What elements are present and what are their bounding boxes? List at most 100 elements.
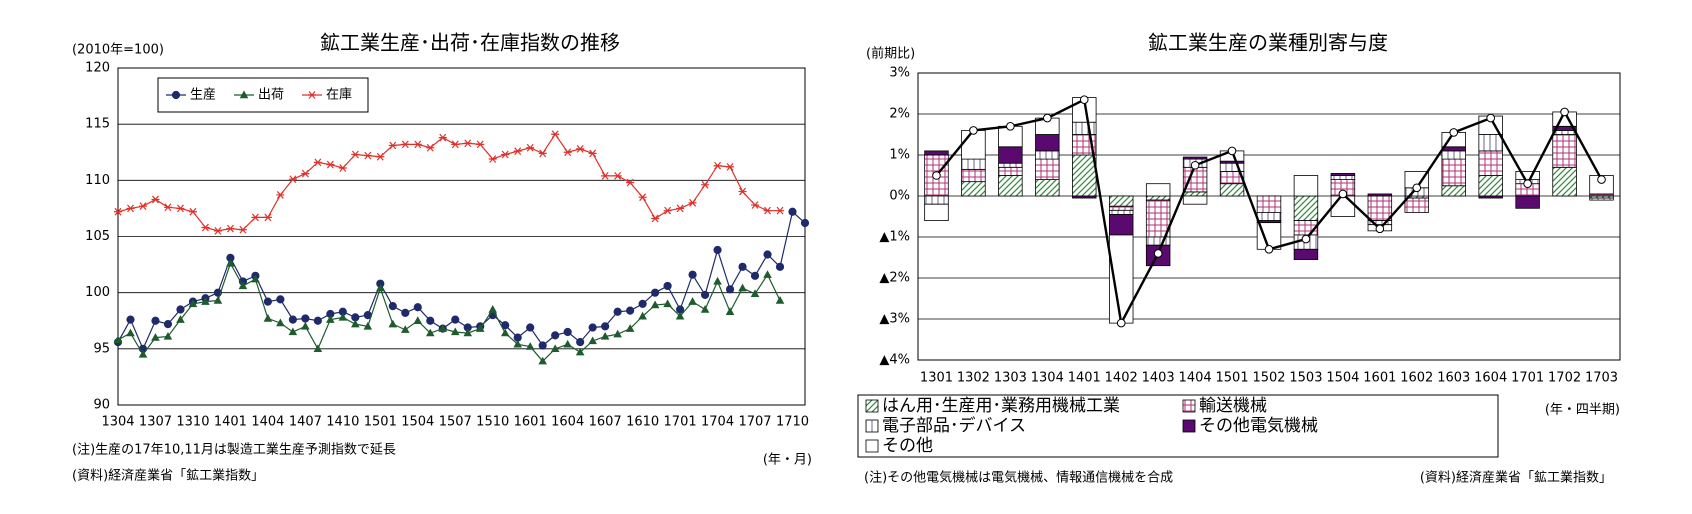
point bbox=[276, 295, 285, 304]
point bbox=[738, 262, 747, 271]
legend-label: その他 bbox=[882, 436, 933, 456]
point bbox=[526, 143, 535, 152]
point bbox=[576, 144, 585, 153]
point bbox=[788, 207, 797, 216]
bar-segment bbox=[1035, 179, 1060, 197]
point bbox=[638, 299, 647, 308]
point bbox=[188, 207, 197, 216]
y-tick-label: 0% bbox=[889, 189, 910, 204]
bar-segment bbox=[1145, 195, 1171, 201]
x-tick-label: 1301 bbox=[920, 371, 953, 386]
point bbox=[263, 314, 273, 322]
y-tick-label: 3% bbox=[889, 66, 910, 81]
y-tick-label: ▲2% bbox=[879, 271, 910, 286]
point bbox=[126, 315, 135, 324]
point bbox=[663, 281, 672, 291]
point bbox=[663, 299, 672, 308]
point bbox=[663, 206, 672, 215]
point bbox=[238, 281, 248, 290]
x-tick-label: 1703 bbox=[1585, 371, 1618, 386]
point bbox=[738, 283, 747, 292]
point bbox=[613, 329, 622, 338]
point bbox=[313, 316, 322, 325]
bar-segment bbox=[1145, 236, 1171, 246]
point bbox=[638, 193, 647, 202]
x-tick-label: 1502 bbox=[1252, 371, 1285, 386]
x-tick-label: 1601 bbox=[514, 415, 547, 430]
point bbox=[413, 303, 422, 312]
x-tick-label: 1303 bbox=[994, 371, 1027, 386]
note: (注)その他電気機械は電気機械、情報通信機械を合成 bbox=[864, 470, 1173, 486]
bar-segment bbox=[1515, 195, 1540, 209]
point bbox=[763, 270, 772, 278]
bar-segment bbox=[961, 168, 986, 183]
point bbox=[701, 180, 710, 189]
x-tick-label: 1403 bbox=[1142, 371, 1175, 386]
total-point bbox=[1264, 245, 1274, 254]
x-tick-label: 1610 bbox=[626, 415, 659, 430]
bar-segment bbox=[1441, 146, 1466, 152]
bar-segment bbox=[1108, 209, 1134, 215]
x-tick-label: 1702 bbox=[1548, 371, 1581, 386]
point bbox=[326, 160, 335, 169]
y-tick-label: 110 bbox=[85, 173, 110, 188]
plot-frame bbox=[917, 72, 1621, 361]
x-tick-label: 1701 bbox=[664, 415, 697, 430]
point bbox=[301, 314, 310, 323]
total-point bbox=[1597, 175, 1606, 184]
bar-segment bbox=[1182, 191, 1208, 197]
point bbox=[176, 305, 185, 314]
point bbox=[613, 171, 622, 180]
total-point bbox=[1116, 318, 1126, 328]
legend-marker bbox=[308, 91, 316, 99]
point bbox=[675, 311, 685, 320]
point bbox=[738, 187, 747, 196]
y-unit-label: (前期比) bbox=[866, 46, 915, 62]
legend-label: 電子部品･デバイス bbox=[882, 415, 1026, 436]
point bbox=[651, 288, 660, 297]
point bbox=[488, 155, 497, 163]
bar-segment bbox=[1441, 185, 1466, 197]
y-tick-label: 115 bbox=[85, 117, 110, 132]
x-tick-label: 1404 bbox=[1179, 371, 1212, 386]
point bbox=[326, 315, 335, 323]
point bbox=[500, 328, 510, 337]
point bbox=[563, 339, 572, 348]
total-point bbox=[932, 171, 941, 180]
point bbox=[114, 207, 122, 216]
point bbox=[288, 315, 297, 324]
point bbox=[700, 305, 710, 313]
point bbox=[475, 324, 485, 332]
point bbox=[151, 333, 160, 341]
point bbox=[363, 321, 373, 330]
series-line bbox=[117, 133, 781, 232]
bar-segment bbox=[1367, 195, 1393, 222]
legend-marker bbox=[239, 90, 249, 99]
bar-segment bbox=[961, 158, 986, 170]
point bbox=[688, 198, 697, 207]
point bbox=[451, 315, 460, 324]
point bbox=[725, 285, 735, 294]
bar-segment bbox=[1035, 150, 1060, 160]
bar-segment bbox=[998, 146, 1023, 164]
legend-swatch bbox=[865, 399, 879, 413]
point bbox=[313, 158, 322, 167]
chart-title: 鉱工業生産の業種別寄与度 bbox=[1148, 31, 1388, 55]
bar-segment bbox=[1478, 175, 1503, 197]
point bbox=[201, 223, 210, 232]
total-point bbox=[1153, 249, 1163, 258]
bar-segment bbox=[1478, 134, 1503, 152]
point bbox=[651, 214, 660, 223]
point bbox=[251, 274, 260, 283]
chart-title: 鉱工業生産･出荷･在庫指数の推移 bbox=[320, 31, 620, 55]
point bbox=[676, 204, 685, 213]
point bbox=[151, 195, 160, 204]
bar-segment bbox=[1108, 205, 1134, 211]
point bbox=[538, 356, 547, 365]
point bbox=[425, 328, 435, 337]
bar-segment bbox=[1330, 173, 1356, 176]
bar-segment bbox=[961, 181, 986, 197]
point bbox=[688, 270, 697, 279]
note: (資料)経済産業省「鉱工業指数」 bbox=[72, 468, 264, 484]
y-tick-label: 105 bbox=[85, 229, 110, 244]
